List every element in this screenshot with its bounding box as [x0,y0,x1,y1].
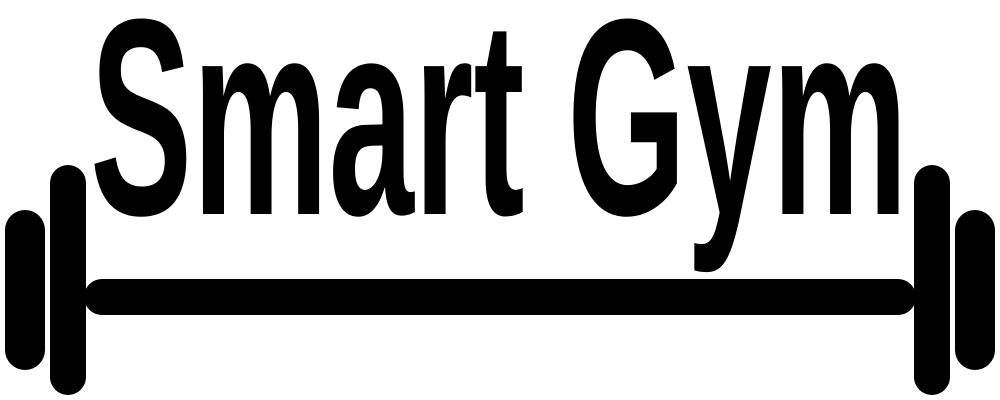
plate-inner-right [914,165,950,395]
barbell [5,165,995,395]
plate-inner-left [50,165,86,395]
logo-text: Smart Gym [90,0,908,275]
plate-outer-right [955,210,995,370]
plate-outer-left [5,210,45,370]
bar [84,279,916,315]
